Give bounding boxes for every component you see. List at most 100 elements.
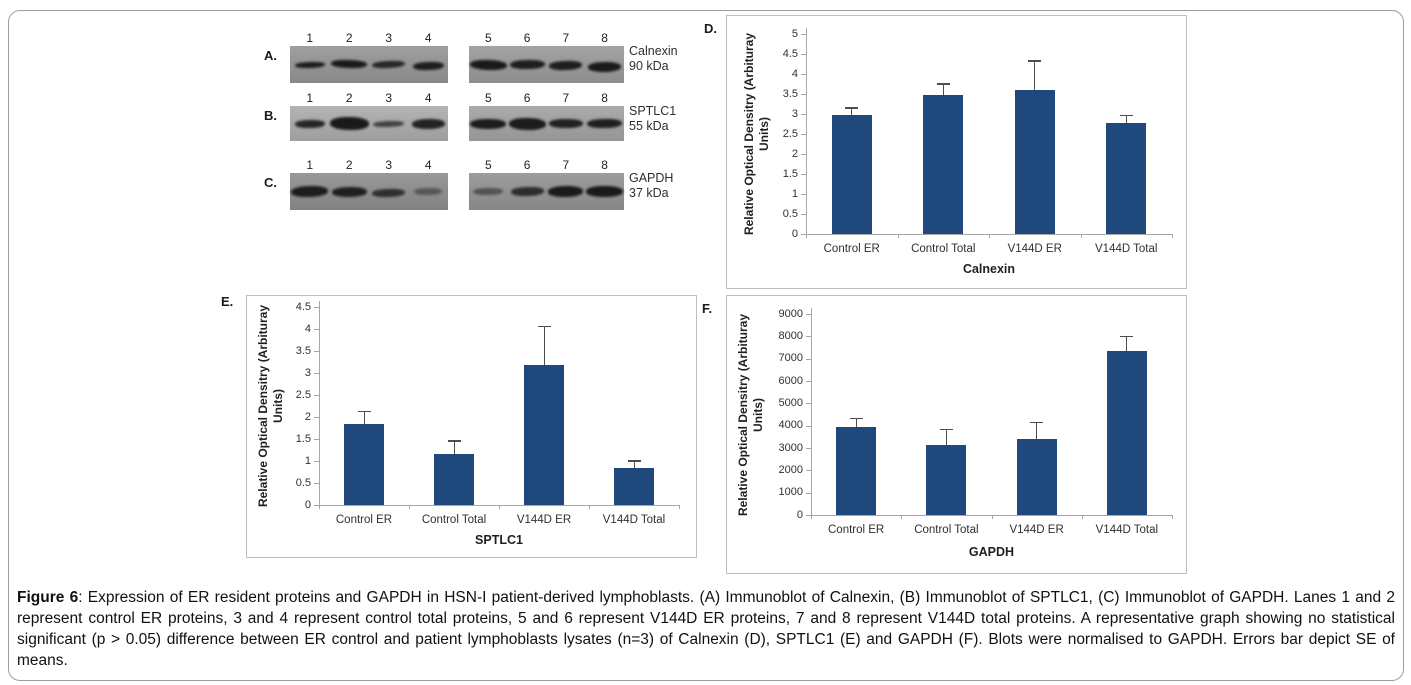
y-tick-mark: [314, 373, 319, 374]
blot-strip: [469, 106, 624, 141]
blot-strip-group: 5 6 7 8: [469, 32, 624, 83]
panel-letter-D: D.: [704, 21, 717, 36]
y-tick-label: 2.5: [295, 388, 311, 401]
y-tick-label: 0: [796, 508, 803, 521]
panel-letter-C: C.: [264, 175, 277, 190]
blot-label-C: GAPDH 37 kDa: [629, 171, 673, 201]
y-tick-label: 5: [791, 27, 798, 40]
y-tick-mark: [801, 174, 806, 175]
blot-band: [473, 187, 504, 196]
y-axis-title: Relative Optical Densitry (Arbituray Uni…: [256, 304, 285, 508]
blot-size-label: 55 kDa: [629, 119, 669, 133]
blot-target-label: SPTLC1: [629, 104, 677, 118]
y-tick-mark: [801, 94, 806, 95]
category-label: Control Total: [914, 524, 979, 536]
bar-chart-calnexin: Relative Optical Densitry (Arbituray Uni…: [726, 15, 1187, 289]
bar-v144d-er: [1014, 90, 1055, 234]
blot-band: [548, 185, 584, 198]
y-tick-mark: [314, 505, 319, 506]
blot-band: [412, 60, 444, 71]
y-tick-mark: [801, 34, 806, 35]
y-tick-label: 2.5: [782, 127, 798, 140]
y-tick-label: 6000: [778, 374, 803, 387]
immunoblot-panel-A: A. 1 2 3 4 5 6 7 8 Calnexin 90 kDa: [0, 32, 1411, 94]
blot-band: [509, 59, 545, 70]
bar-v144d-er: [524, 365, 564, 505]
blot-band: [372, 60, 406, 69]
bar-chart-sptlc1: Relative Optical Densitry (Arbituray Uni…: [246, 295, 697, 558]
x-tick-mark: [679, 505, 680, 509]
y-tick-label: 2: [791, 147, 798, 160]
blot-band: [294, 119, 325, 128]
lane-number: 2: [345, 158, 353, 172]
y-tick-label: 3.5: [295, 344, 311, 357]
blot-strip: [469, 173, 624, 210]
blot-band: [588, 61, 622, 72]
y-tick-mark: [801, 54, 806, 55]
bar-v144d-total: [614, 467, 654, 505]
y-tick-mark: [801, 134, 806, 135]
y-tick-label: 3: [791, 107, 798, 120]
lane-number: 4: [424, 91, 432, 105]
bar-v144d-er: [1016, 439, 1057, 515]
lane-number: 7: [562, 31, 570, 45]
y-tick-label: 0: [304, 498, 311, 511]
y-tick-mark: [806, 448, 811, 449]
blot-strip: [469, 46, 624, 83]
category-label: Control ER: [828, 524, 885, 536]
bar-control-er: [831, 115, 872, 234]
y-tick-label: 4.5: [295, 300, 311, 313]
error-bar-cap: [1028, 60, 1042, 62]
bar-v144d-total: [1106, 351, 1147, 515]
x-tick-mark: [1172, 234, 1173, 238]
lane-number: 3: [385, 158, 393, 172]
blot-strip-group: 5 6 7 8: [469, 159, 624, 210]
lane-number: 1: [306, 31, 314, 45]
blot-strip-group: 5 6 7 8: [469, 92, 624, 141]
lane-number: 6: [523, 158, 531, 172]
blot-band: [291, 185, 329, 198]
y-tick-mark: [314, 329, 319, 330]
y-tick-label: 1.5: [782, 167, 798, 180]
lane-numbers: 5 6 7 8: [469, 32, 624, 45]
y-tick-label: 1: [304, 454, 311, 467]
blot-size-label: 37 kDa: [629, 186, 669, 200]
lane-number: 3: [385, 31, 393, 45]
y-axis-line: [811, 308, 812, 515]
y-tick-label: 4000: [778, 419, 803, 432]
error-bar-line: [1126, 336, 1128, 352]
y-axis-line: [319, 301, 320, 505]
lane-number: 8: [601, 31, 608, 45]
category-label: V144D Total: [1095, 243, 1158, 255]
y-tick-label: 2000: [778, 463, 803, 476]
category-label: V144D ER: [516, 514, 572, 526]
error-bar-cap: [357, 410, 371, 413]
blot-band: [548, 119, 583, 128]
x-tick-mark: [989, 234, 990, 238]
lane-number: 7: [562, 91, 570, 105]
blot-size-label: 90 kDa: [629, 59, 669, 73]
error-bar-line: [945, 429, 947, 445]
blot-label-A: Calnexin 90 kDa: [629, 44, 678, 74]
y-tick-label: 5000: [778, 396, 803, 409]
y-tick-label: 9000: [778, 307, 803, 320]
category-label: V144D ER: [1007, 243, 1062, 255]
x-tick-mark: [897, 234, 899, 238]
error-bar-line: [1034, 61, 1036, 90]
lane-number: 5: [485, 91, 492, 105]
y-tick-label: 8000: [778, 329, 803, 342]
y-tick-label: 1.5: [295, 432, 311, 445]
bar-control-total: [434, 453, 474, 505]
bar-chart-gapdh: Relative Optical Densitry (Arbituray Uni…: [726, 295, 1187, 574]
error-bar-cap: [627, 460, 641, 462]
blot-band: [411, 118, 445, 129]
blot-band: [414, 187, 443, 196]
figure-caption-text: : Expression of ER resident proteins and…: [17, 589, 1395, 669]
lane-number: 1: [306, 158, 314, 172]
blot-band: [331, 58, 368, 69]
blot-band: [549, 60, 583, 71]
lane-number: 6: [523, 91, 531, 105]
y-tick-label: 1: [791, 187, 798, 200]
x-tick-mark: [1081, 515, 1083, 519]
